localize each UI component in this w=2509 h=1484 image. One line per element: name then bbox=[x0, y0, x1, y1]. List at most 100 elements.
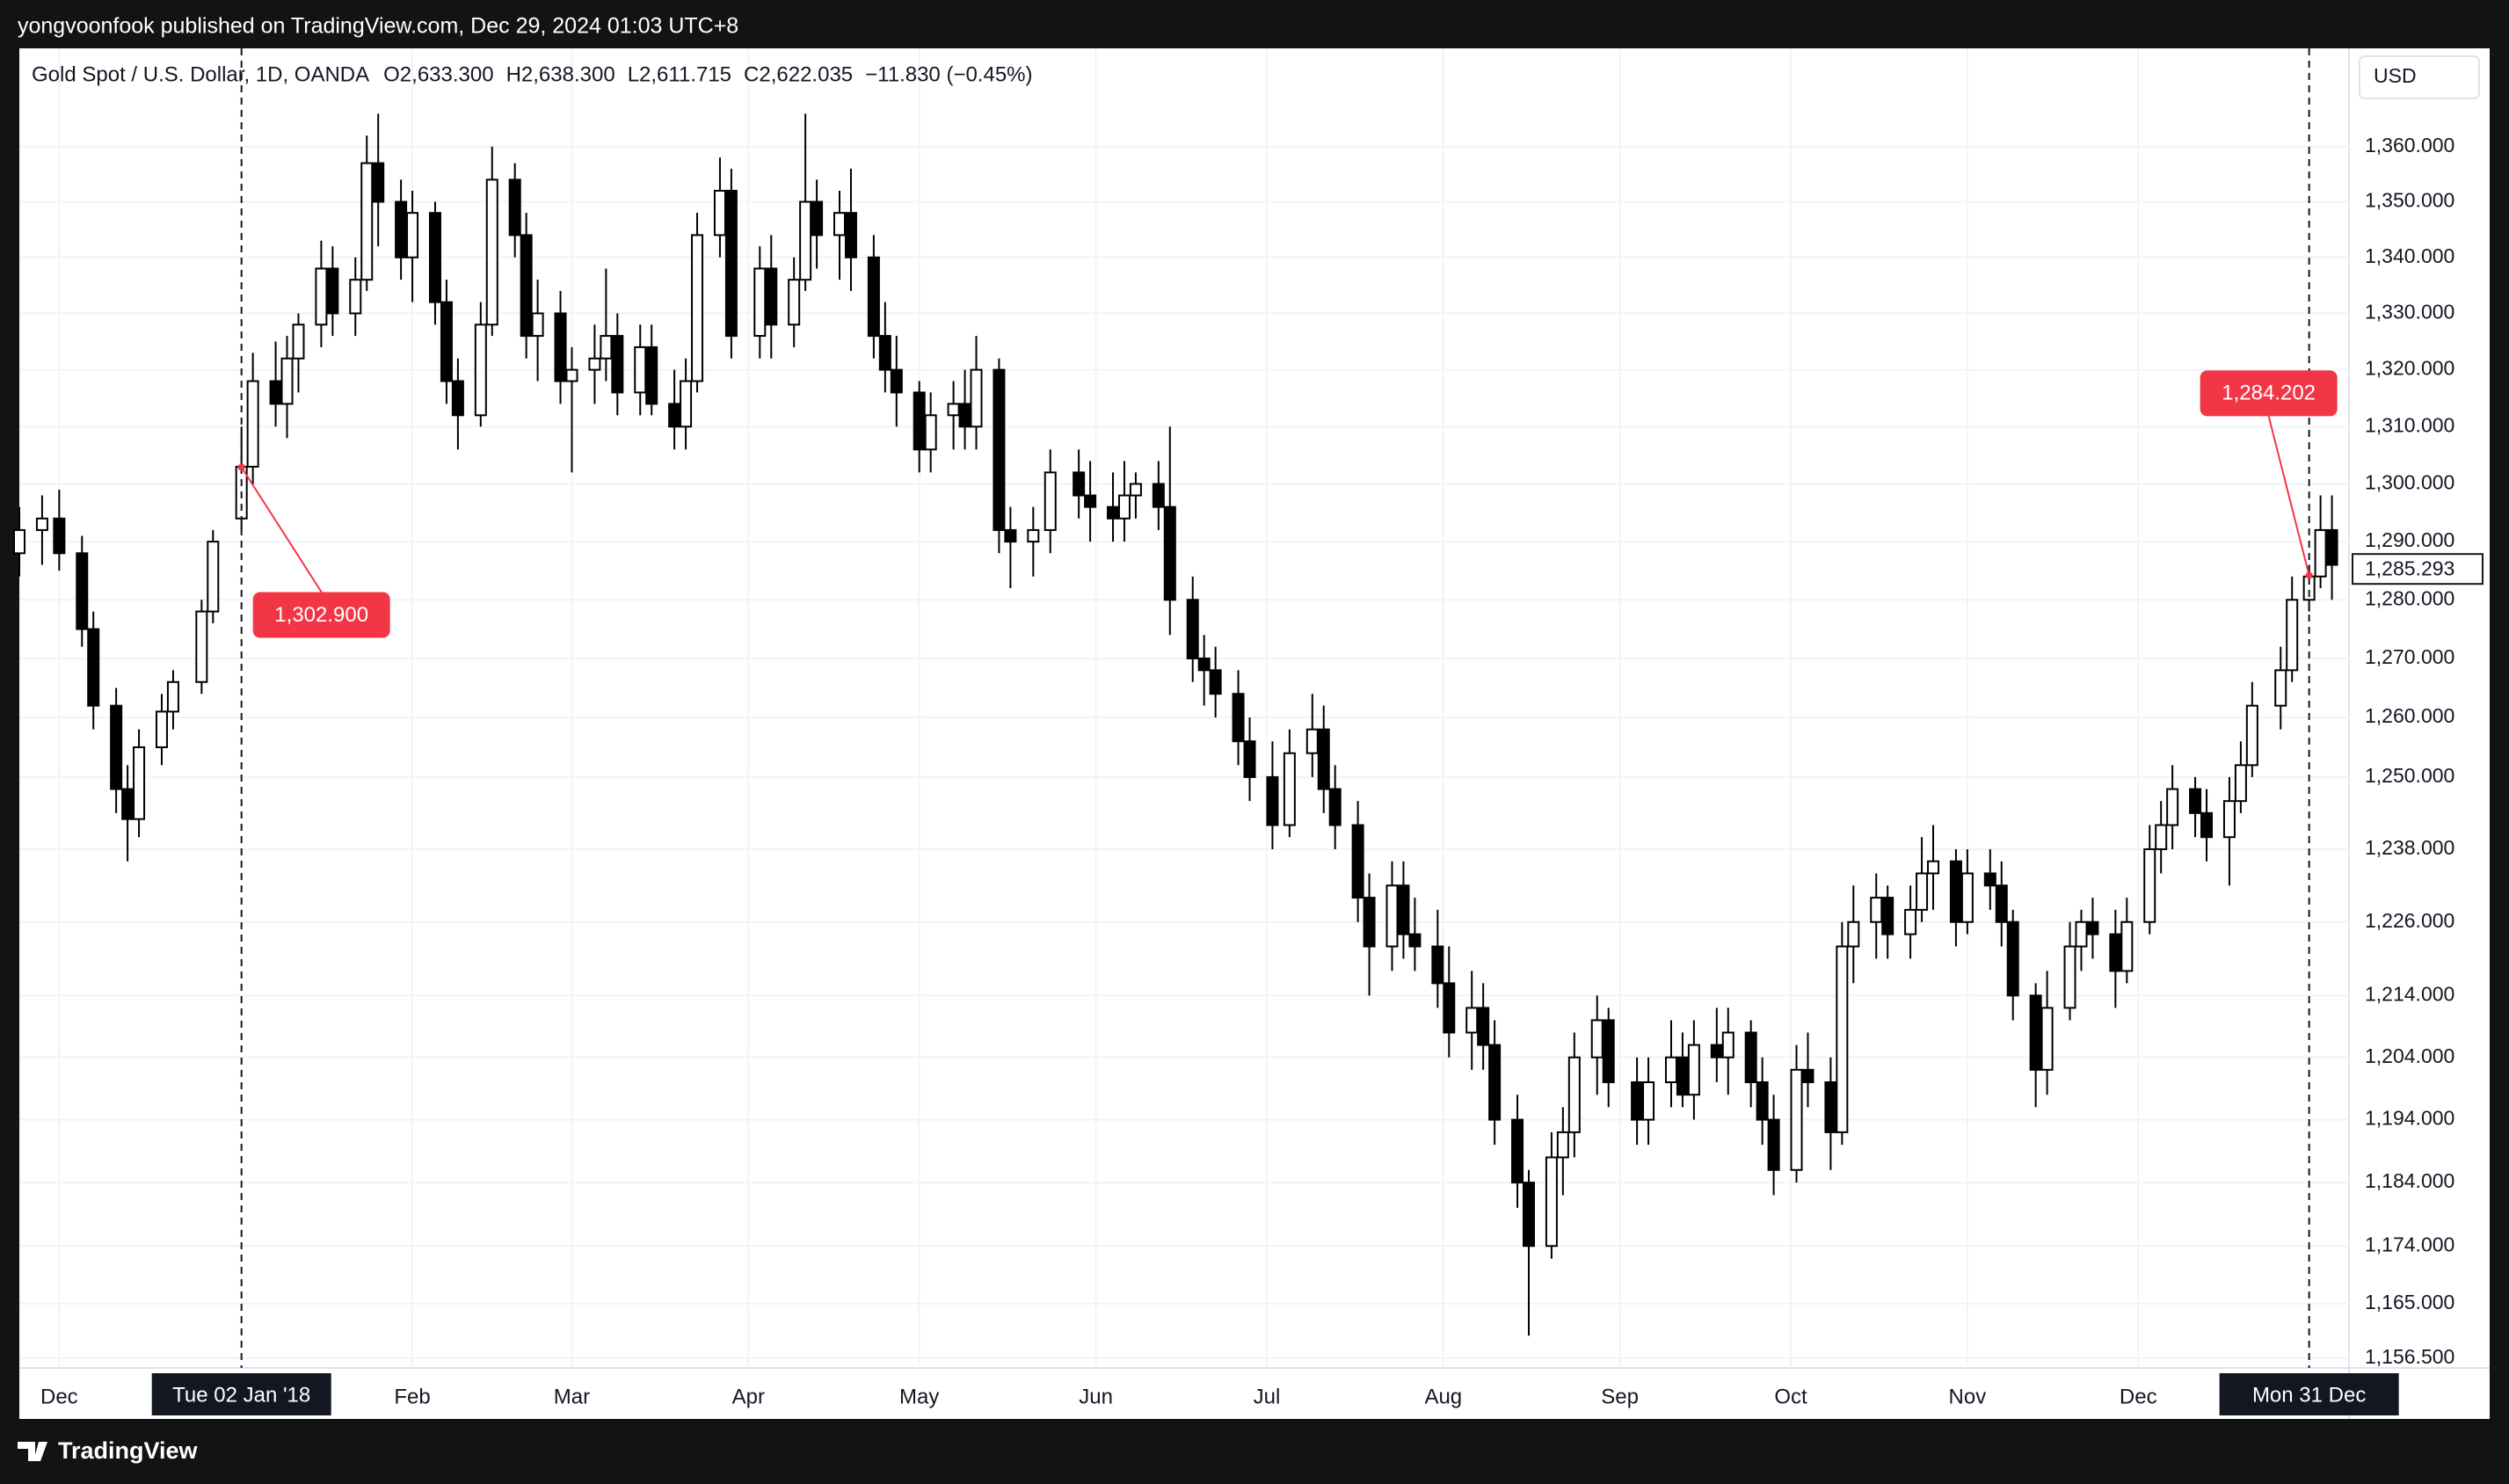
candle-body bbox=[349, 279, 362, 315]
candle-body bbox=[1949, 860, 1962, 923]
candle-body bbox=[1351, 824, 1364, 899]
candle-body bbox=[1443, 982, 1456, 1034]
candle-body bbox=[2325, 528, 2338, 566]
candle-body bbox=[1305, 728, 1319, 754]
candle-body bbox=[2234, 764, 2247, 803]
currency-button[interactable] bbox=[2359, 55, 2480, 99]
candle-body bbox=[634, 346, 647, 394]
candle-body bbox=[121, 788, 135, 820]
candle-body bbox=[531, 312, 544, 338]
candle-body bbox=[87, 628, 100, 707]
candle-body bbox=[565, 368, 578, 382]
legend-value: O2,633.300 bbox=[383, 62, 493, 86]
candle-body bbox=[1283, 752, 1296, 826]
candle-body bbox=[1511, 1118, 1524, 1184]
candle-body bbox=[76, 552, 89, 630]
last-price-label: 1,285.293 bbox=[2365, 556, 2454, 579]
legend-value: −11.830 (−0.45%) bbox=[865, 62, 1032, 86]
candle-body bbox=[1027, 528, 1040, 543]
candle-body bbox=[1363, 897, 1376, 948]
crosshair-label: Mon 31 Dec bbox=[2252, 1383, 2366, 1407]
candle-body bbox=[1477, 1007, 1490, 1046]
candle-body bbox=[867, 256, 880, 338]
crosshair-label-bg bbox=[2219, 1373, 2399, 1415]
candle-body bbox=[406, 212, 419, 258]
y-tick-label: 1,194.000 bbox=[2365, 1107, 2454, 1130]
candle-body bbox=[833, 212, 847, 236]
currency[interactable]: USD bbox=[2374, 64, 2417, 87]
candle-body bbox=[2286, 599, 2299, 672]
candle-body bbox=[1084, 494, 1097, 508]
candle-body bbox=[2086, 920, 2099, 935]
candle-body bbox=[1186, 599, 1199, 659]
y-tick-label: 1,260.000 bbox=[2365, 704, 2454, 727]
candle-body bbox=[520, 234, 533, 338]
y-tick-label: 1,340.000 bbox=[2365, 244, 2454, 267]
callout-label: 1,302.900 bbox=[274, 603, 368, 627]
y-tick-label: 1,360.000 bbox=[2365, 134, 2454, 156]
candle-body bbox=[1197, 657, 1211, 672]
callout-anchor bbox=[2305, 571, 2313, 579]
candle-body bbox=[1687, 1044, 1700, 1096]
x-tick-label: Sep bbox=[1601, 1385, 1639, 1408]
y-tick-label: 1,250.000 bbox=[2365, 764, 2454, 787]
candle-body bbox=[844, 212, 857, 258]
y-tick-label: 1,320.000 bbox=[2365, 357, 2454, 380]
candle-body bbox=[788, 279, 801, 326]
candle-body bbox=[1317, 728, 1330, 790]
candle-body bbox=[485, 178, 498, 326]
candle-body bbox=[292, 324, 305, 360]
candle-body bbox=[1881, 897, 1894, 935]
candle-body bbox=[713, 189, 726, 236]
candle-body bbox=[1824, 1081, 1837, 1133]
candle-body bbox=[1602, 1019, 1615, 1084]
candle-body bbox=[166, 680, 179, 713]
candle-body bbox=[1522, 1182, 1535, 1248]
y-tick-label: 1,310.000 bbox=[2365, 413, 2454, 436]
x-tick-label: Jun bbox=[1079, 1385, 1113, 1408]
candle-body bbox=[1567, 1056, 1581, 1133]
y-tick-label: 1,156.500 bbox=[2365, 1345, 2454, 1368]
candle-body bbox=[691, 234, 704, 382]
candle-body bbox=[1744, 1031, 1757, 1084]
candle-body bbox=[1385, 884, 1399, 948]
candle-body bbox=[1960, 872, 1974, 923]
crosshair-label-bg bbox=[151, 1373, 331, 1415]
candle-body bbox=[1836, 945, 1849, 1133]
candle-body bbox=[1209, 669, 1222, 695]
candle-body bbox=[2222, 800, 2236, 839]
brand: TradingView bbox=[58, 1437, 199, 1464]
candle-body bbox=[668, 403, 681, 428]
y-tick-label: 1,165.000 bbox=[2365, 1291, 2454, 1313]
x-tick-label: Dec bbox=[40, 1385, 78, 1408]
candle-body bbox=[1004, 528, 1017, 543]
y-tick-label: 1,238.000 bbox=[2365, 836, 2454, 859]
chart-panel bbox=[19, 48, 2490, 1419]
candle-body bbox=[970, 368, 983, 428]
candle-body bbox=[1073, 471, 1086, 497]
candle-body bbox=[2120, 920, 2134, 972]
candle-body bbox=[1117, 494, 1131, 520]
candle-body bbox=[1916, 872, 1929, 911]
x-tick-label: Dec bbox=[2120, 1385, 2157, 1408]
x-tick-label: Oct bbox=[1774, 1385, 1807, 1408]
candle-body bbox=[246, 380, 259, 468]
candle-body bbox=[2274, 669, 2287, 707]
last-price-box bbox=[2352, 553, 2484, 586]
candle-body bbox=[947, 403, 960, 417]
candle-body bbox=[1767, 1118, 1780, 1171]
candle-body bbox=[395, 200, 408, 258]
candle-body bbox=[1676, 1056, 1689, 1096]
candle-body bbox=[1397, 884, 1410, 935]
candle-body bbox=[2029, 994, 2042, 1071]
candle-body bbox=[1129, 483, 1142, 497]
candle-body bbox=[753, 267, 767, 338]
candle-body bbox=[1904, 908, 1917, 935]
candle-body bbox=[428, 212, 441, 303]
candle-body bbox=[508, 178, 521, 236]
candle-body bbox=[1721, 1031, 1734, 1058]
candle-body bbox=[1556, 1131, 1569, 1159]
candle-body bbox=[799, 200, 812, 281]
candle-body bbox=[2040, 1007, 2054, 1071]
